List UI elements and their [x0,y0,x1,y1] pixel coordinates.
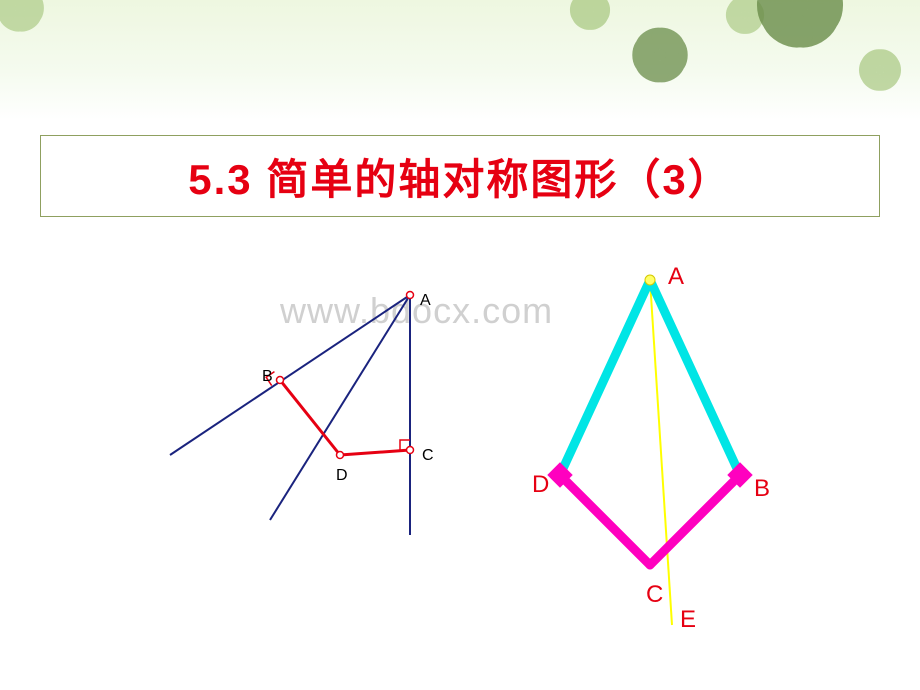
header-gradient [0,0,920,120]
right-svg [520,265,800,645]
left-svg [140,285,440,545]
angle-bisector-diagram: ABCD [140,285,440,545]
page-title: 5.3 简单的轴对称图形（3） [188,146,731,207]
title-box: 5.3 简单的轴对称图形（3） [40,135,880,217]
kite-diagram: ADBCE [520,265,800,645]
